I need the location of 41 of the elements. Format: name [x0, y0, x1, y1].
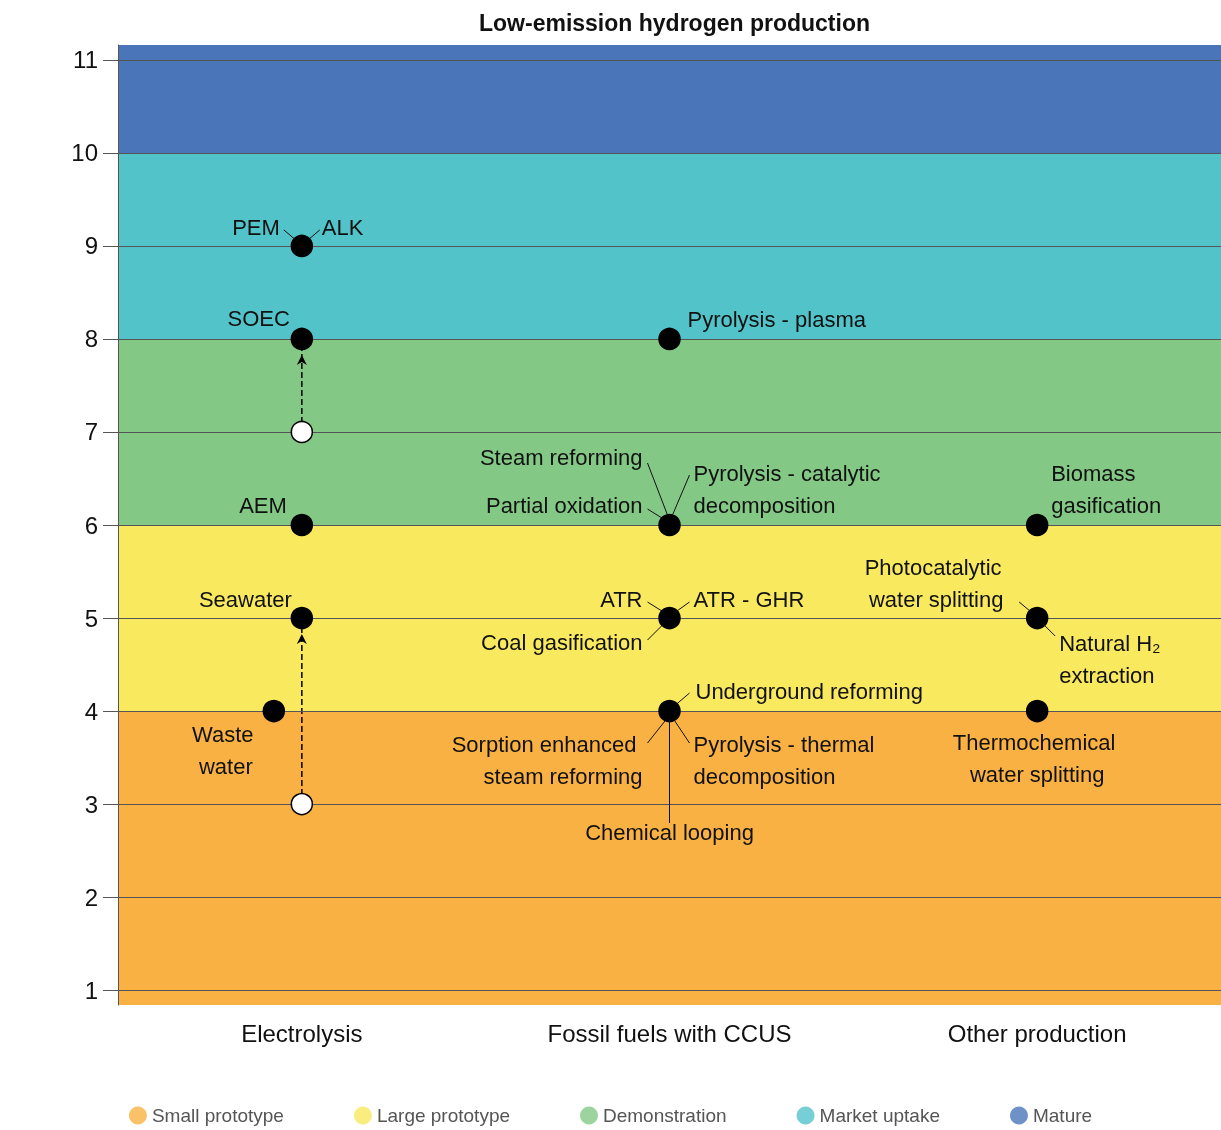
- annotation: ATR - GHR: [693, 586, 805, 612]
- annotation: AEM: [239, 492, 287, 518]
- annotation: Photocatalytic water splitting: [864, 554, 1008, 612]
- annotation: PEM: [232, 215, 280, 241]
- legend-label: Demonstration: [603, 1105, 727, 1126]
- annotation: Seawater: [198, 586, 292, 612]
- annotation: ALK: [321, 215, 364, 241]
- x-tick-label: Other production: [947, 1019, 1127, 1047]
- legend-label: Small prototype: [151, 1105, 284, 1126]
- y-tick-label: 9: [84, 232, 98, 260]
- y-tick-label: 11: [73, 46, 98, 74]
- chart-title: Low-emission hydrogen production: [479, 9, 870, 36]
- legend-label: Large prototype: [376, 1105, 511, 1126]
- annotation: Thermochemical water splitting: [952, 729, 1122, 787]
- y-tick-label: 4: [84, 697, 98, 725]
- y-tick-label: 8: [84, 325, 98, 353]
- annotation: Pyrolysis - plasma: [687, 307, 867, 333]
- y-tick-label: 2: [84, 883, 98, 911]
- x-tick-label: Fossil fuels with CCUS: [547, 1019, 792, 1047]
- annotation: Steam reforming: [479, 444, 643, 470]
- annotation: SOEC: [227, 306, 290, 332]
- annotation: ATR: [600, 586, 643, 612]
- y-tick-label: 5: [84, 604, 98, 632]
- annotation: Underground reforming: [695, 678, 923, 704]
- annotation: Sorption enhanced steam reforming: [451, 731, 643, 789]
- annotation: Pyrolysis - catalytic decomposition: [693, 460, 887, 518]
- annotation: Waste water: [192, 721, 260, 779]
- y-tick-label: 7: [84, 418, 98, 446]
- annotation: Pyrolysis - thermal decomposition: [693, 731, 881, 789]
- annotation: Biomass gasification: [1051, 460, 1162, 518]
- legend-label: Mature: [1032, 1105, 1093, 1126]
- legend-label: Market uptake: [819, 1105, 940, 1126]
- y-tick-label: 6: [84, 511, 98, 539]
- annotation: Partial oxidation: [485, 492, 643, 518]
- y-tick-label: 3: [84, 790, 98, 818]
- x-tick-label: Electrolysis: [241, 1019, 363, 1047]
- annotation: Natural H₂ extraction: [1059, 630, 1167, 688]
- annotation: Coal gasification: [481, 629, 643, 655]
- y-tick-label: 10: [71, 139, 98, 167]
- annotation: Chemical looping: [585, 819, 754, 845]
- y-tick-label: 1: [84, 976, 98, 1004]
